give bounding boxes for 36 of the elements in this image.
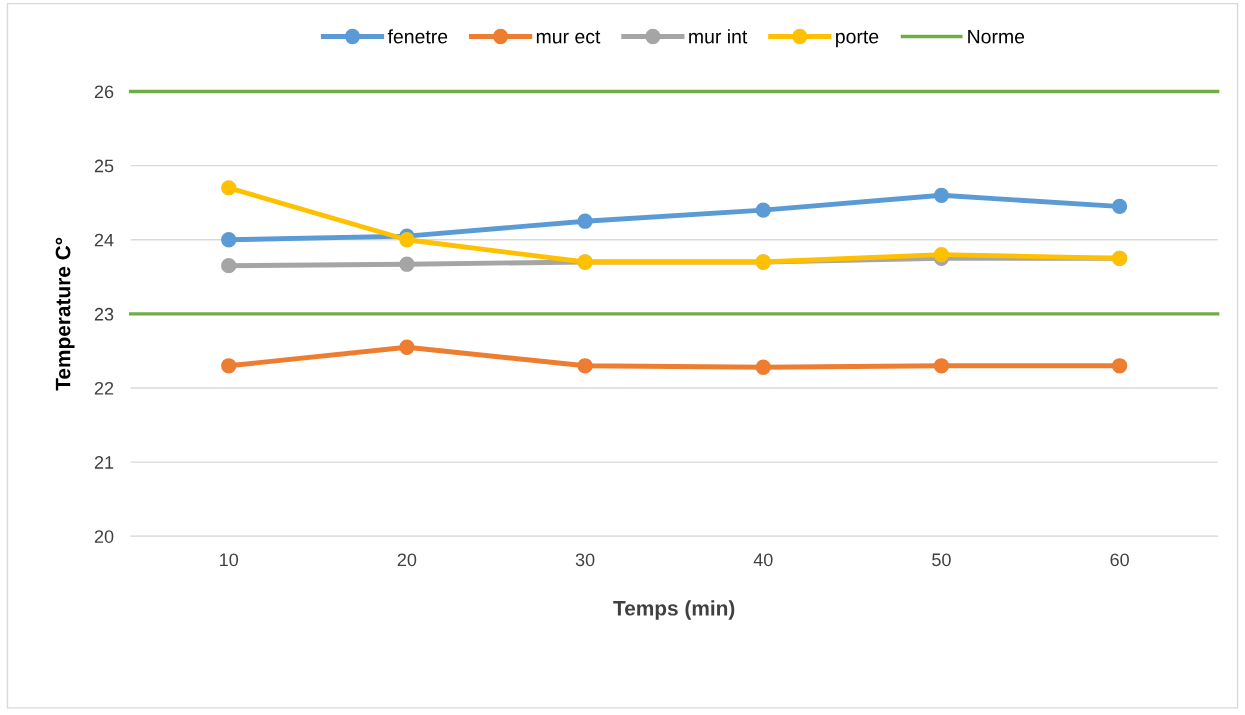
point <box>933 187 950 203</box>
legend-label: porte <box>836 30 879 48</box>
point <box>399 339 415 355</box>
point <box>221 232 237 248</box>
legend-label: Norme <box>968 29 1025 44</box>
x-tick-label: 40 <box>753 553 773 567</box>
point <box>933 246 950 263</box>
x-axis-title: Temps (min) <box>613 600 735 620</box>
legend-label: fenetre <box>387 29 448 44</box>
x-tick-label: 20 <box>397 553 417 567</box>
point <box>399 232 415 248</box>
legend-label: mur ect <box>536 30 601 44</box>
y-tick-label: 22 <box>94 381 114 395</box>
point <box>755 202 771 218</box>
point <box>755 359 771 375</box>
x-tick-label: 50 <box>932 553 951 567</box>
point <box>577 358 593 374</box>
y-tick-label: 26 <box>94 85 114 99</box>
point <box>221 180 237 196</box>
y-tick-label: 23 <box>94 307 114 321</box>
y-tick-label: 20 <box>94 530 114 543</box>
point <box>221 358 237 374</box>
y-tick-label: 25 <box>94 159 114 173</box>
point <box>1111 358 1128 374</box>
point <box>577 213 593 229</box>
point <box>399 256 415 272</box>
y-axis-title: Temperature C° <box>55 237 75 391</box>
legend-label: mur int <box>689 29 748 44</box>
x-tick-label: 60 <box>1110 553 1129 567</box>
x-tick-label: 30 <box>575 553 595 567</box>
point <box>1111 198 1128 215</box>
point <box>221 258 237 274</box>
y-tick-label: 24 <box>94 233 114 247</box>
x-tick-label: 10 <box>220 553 239 567</box>
point <box>933 358 950 374</box>
y-tick-label: 21 <box>94 456 114 469</box>
